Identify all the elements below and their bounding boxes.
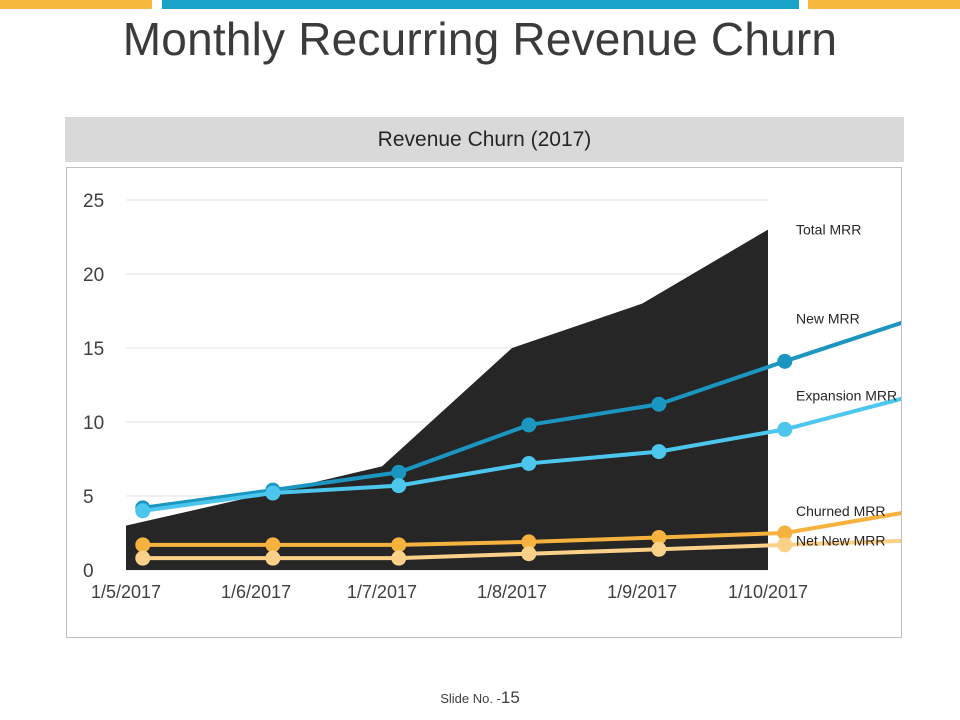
x-tick-label: 1/6/2017 [221,582,291,602]
series-point [135,503,151,519]
series-point [651,444,667,460]
series-point [651,396,667,412]
x-tick-label: 1/9/2017 [607,582,677,602]
total-mrr-area [126,229,768,570]
series-point [651,529,667,545]
legend-label: New MRR [796,310,860,326]
slide-number-label: Slide No. - [440,691,501,706]
series-point [391,478,407,494]
y-tick-label: 10 [83,413,104,434]
y-tick-label: 5 [83,487,94,508]
legend-label: Net New MRR [796,532,885,548]
chart-title: Revenue Churn (2017) [377,127,592,151]
series-point [521,455,537,471]
accent-bar-left [0,0,152,9]
series-point [265,537,281,553]
y-tick-label: 25 [83,191,104,212]
series-point [651,541,667,557]
series-point [265,550,281,566]
series-point [521,546,537,562]
x-tick-label: 1/7/2017 [347,582,417,602]
slide-number: 15 [500,688,520,707]
series-point [777,525,793,541]
series-point [135,550,151,566]
series-point [777,421,793,437]
chart-frame: 0 5 10 15 20 25 1/5/2017 1/6/2017 1/7/2017 1/8/20… [66,167,902,638]
y-tick-label: 20 [83,265,104,286]
legend-label: Expansion MRR [796,387,897,403]
accent-bar-center [162,0,799,9]
y-tick-label: 15 [83,339,104,360]
x-tick-label: 1/8/2017 [477,582,547,602]
series-point [391,550,407,566]
page-title: Monthly Recurring Revenue Churn [122,13,838,65]
chart-title-banner: Revenue Churn (2017) [65,117,904,162]
y-tick-label: 0 [83,561,94,582]
series-point [777,353,793,369]
series-point [521,417,537,433]
slide-footer: Slide No. -15 [0,688,960,708]
series-point [521,534,537,550]
legend-label: Churned MRR [796,503,885,519]
x-tick-label: 1/10/2017 [728,582,808,602]
accent-bar-right [808,0,960,9]
series-point [777,537,793,553]
series-point [391,537,407,553]
x-tick-label: 1/5/2017 [91,582,161,602]
legend-label: Total MRR [796,222,861,238]
series-point [391,464,407,480]
series-point [265,485,281,501]
line-chart: 0 5 10 15 20 25 1/5/2017 1/6/2017 1/7/2017 1/8/20… [83,191,901,602]
series-point [135,537,151,553]
